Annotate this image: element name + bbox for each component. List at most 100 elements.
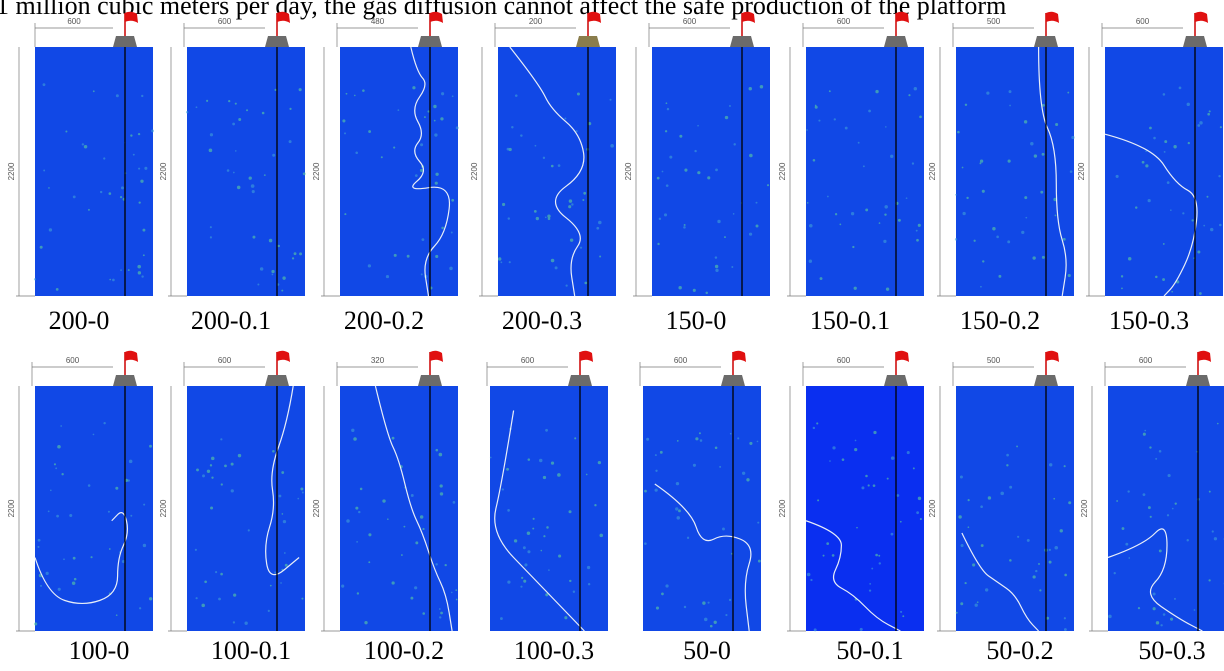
- simulation-field: [652, 47, 770, 296]
- speckle: [55, 467, 58, 470]
- speckle: [236, 185, 241, 190]
- speckle: [976, 601, 979, 603]
- speckle: [1062, 237, 1066, 241]
- speckle: [982, 260, 985, 263]
- speckle: [438, 452, 443, 457]
- speckle: [702, 601, 706, 605]
- speckle: [233, 593, 237, 597]
- speckle: [1041, 103, 1045, 107]
- simulation-field: [187, 386, 305, 631]
- speckle: [814, 105, 818, 109]
- speckle: [53, 463, 57, 466]
- speckle: [209, 226, 212, 229]
- height-label: 2200: [778, 162, 787, 180]
- speckle: [257, 283, 260, 286]
- speckle: [890, 532, 894, 536]
- speckle: [433, 119, 436, 122]
- speckle: [584, 281, 588, 285]
- width-label: 600: [521, 356, 535, 365]
- speckle: [440, 611, 443, 615]
- speckle: [1046, 616, 1050, 620]
- simulation-field: [490, 386, 608, 631]
- panel-label: 150-0.3: [1109, 306, 1189, 335]
- speckle: [435, 563, 438, 566]
- panel-label: 200-0: [49, 306, 110, 335]
- speckle: [810, 578, 813, 582]
- flag: [1195, 11, 1208, 23]
- speckle: [148, 597, 153, 601]
- speckle: [992, 227, 996, 231]
- speckle: [678, 509, 681, 513]
- speckle: [527, 458, 531, 461]
- speckle: [226, 169, 230, 172]
- speckle: [728, 598, 732, 602]
- speckle: [1127, 256, 1132, 261]
- speckle: [1162, 93, 1166, 96]
- speckle: [665, 184, 669, 187]
- speckle: [833, 118, 836, 121]
- speckle: [955, 193, 957, 196]
- speckle: [544, 216, 547, 219]
- speckle: [271, 269, 275, 274]
- panel-label: 100-0.2: [364, 636, 444, 665]
- speckle: [507, 509, 510, 512]
- speckle: [1026, 538, 1030, 542]
- speckle: [996, 235, 999, 239]
- speckle: [1218, 174, 1221, 178]
- speckle: [195, 597, 198, 600]
- panel-label: 50-0: [683, 636, 731, 665]
- speckle: [717, 219, 721, 224]
- speckle: [564, 616, 568, 620]
- speckle: [808, 259, 813, 263]
- speckle: [1174, 597, 1176, 600]
- speckle: [542, 156, 546, 160]
- speckle: [714, 446, 718, 450]
- speckle: [527, 550, 531, 554]
- speckle: [120, 269, 122, 272]
- width-label: 600: [218, 356, 232, 365]
- speckle: [422, 527, 425, 531]
- speckle: [57, 445, 61, 449]
- speckle: [759, 85, 764, 89]
- speckle: [422, 612, 426, 615]
- height-label: 2200: [1080, 499, 1089, 517]
- speckle: [960, 602, 964, 606]
- simulation-field: [340, 47, 458, 296]
- speckle: [722, 527, 725, 531]
- speckle: [449, 266, 453, 271]
- speckle: [569, 238, 574, 242]
- speckle: [1193, 609, 1196, 611]
- speckle: [883, 239, 887, 244]
- speckle: [644, 489, 647, 493]
- speckle: [610, 144, 614, 148]
- speckle: [115, 94, 119, 98]
- speckle: [857, 141, 860, 144]
- speckle: [218, 597, 221, 601]
- speckle: [665, 584, 669, 588]
- speckle: [1160, 624, 1163, 627]
- speckle: [451, 95, 454, 98]
- speckle: [839, 223, 842, 226]
- speckle: [520, 134, 523, 137]
- speckle: [299, 252, 303, 256]
- speckle: [875, 89, 879, 94]
- speckle: [103, 157, 106, 160]
- speckle: [655, 606, 660, 610]
- speckle: [433, 104, 437, 109]
- speckle: [439, 492, 444, 496]
- speckle: [1216, 422, 1219, 425]
- speckle: [514, 94, 518, 97]
- speckle: [57, 587, 61, 591]
- speckle: [579, 246, 583, 249]
- speckle: [206, 99, 209, 102]
- height-label: 2200: [778, 499, 787, 517]
- speckle: [232, 171, 235, 174]
- speckle: [142, 228, 146, 232]
- speckle: [1144, 429, 1147, 432]
- speckle: [441, 92, 445, 96]
- speckle: [400, 554, 403, 556]
- speckle: [974, 603, 978, 607]
- speckle: [980, 285, 982, 288]
- speckle: [1166, 181, 1170, 185]
- speckle: [916, 511, 920, 515]
